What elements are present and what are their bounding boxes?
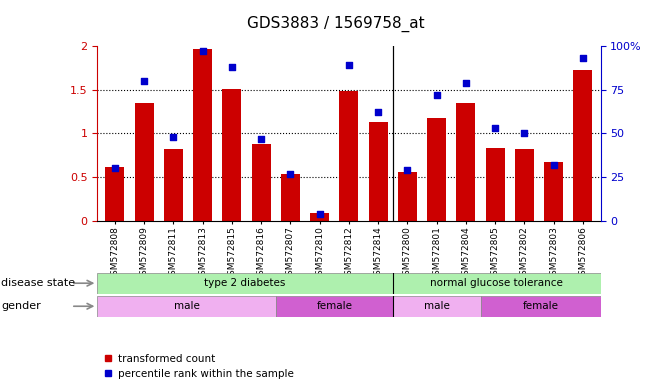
Point (578, 55, 588, 61)
Bar (480, 296, 601, 317)
Point (548, 162, 559, 168)
Point (402, 167, 413, 173)
Bar (393, 296, 480, 317)
Text: gender: gender (1, 301, 41, 311)
Bar (193, 49, 212, 221)
Bar (135, 103, 154, 221)
Bar (281, 174, 300, 221)
Bar (486, 148, 505, 221)
Bar (252, 144, 270, 221)
Bar (398, 172, 417, 221)
Point (460, 80, 471, 86)
Bar (222, 89, 242, 221)
Text: female: female (316, 301, 352, 311)
Text: type 2 diabetes: type 2 diabetes (205, 278, 286, 288)
Point (373, 109, 384, 116)
Point (109, 166, 120, 172)
Point (431, 92, 442, 98)
Bar (105, 167, 124, 221)
Text: disease state: disease state (1, 278, 75, 288)
Bar (515, 149, 534, 221)
Point (168, 134, 178, 140)
Bar (97, 273, 393, 294)
Point (139, 78, 150, 84)
Bar (310, 213, 329, 221)
Point (314, 211, 325, 217)
Bar (427, 118, 446, 221)
Bar (456, 103, 476, 221)
Bar (544, 162, 563, 221)
Point (490, 125, 501, 131)
Bar (368, 122, 388, 221)
Bar (276, 296, 393, 317)
Text: normal glucose tolerance: normal glucose tolerance (430, 278, 563, 288)
Point (285, 170, 296, 177)
Bar (574, 70, 592, 221)
Text: male: male (424, 301, 450, 311)
Point (227, 64, 238, 70)
Bar (97, 296, 276, 317)
Bar (393, 273, 601, 294)
Text: GDS3883 / 1569758_at: GDS3883 / 1569758_at (247, 15, 424, 31)
Point (197, 48, 208, 55)
Bar (164, 149, 183, 221)
Text: male: male (174, 301, 199, 311)
Point (256, 136, 266, 142)
Point (344, 62, 354, 68)
Point (519, 131, 530, 137)
Legend: transformed count, percentile rank within the sample: transformed count, percentile rank withi… (103, 354, 294, 379)
Text: female: female (523, 301, 558, 311)
Bar (340, 91, 358, 221)
